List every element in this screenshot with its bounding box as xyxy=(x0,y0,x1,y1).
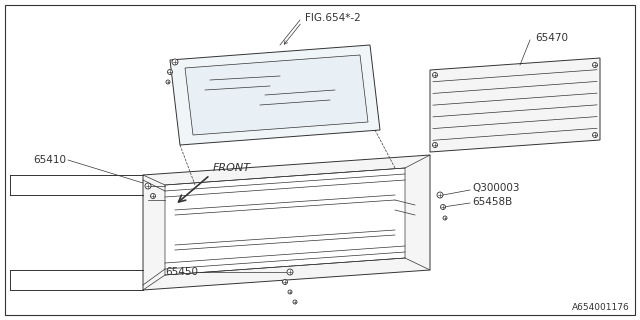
Circle shape xyxy=(433,73,438,77)
Text: A654001176: A654001176 xyxy=(572,303,630,312)
Polygon shape xyxy=(430,58,600,152)
Circle shape xyxy=(593,62,598,68)
Circle shape xyxy=(287,269,293,275)
Text: FIG.654*-2: FIG.654*-2 xyxy=(305,13,361,23)
Text: Q300003: Q300003 xyxy=(472,183,520,193)
Circle shape xyxy=(145,183,151,189)
Polygon shape xyxy=(185,55,368,135)
Circle shape xyxy=(166,80,170,84)
Polygon shape xyxy=(170,45,380,145)
Text: FRONT: FRONT xyxy=(213,163,251,173)
Text: 65450: 65450 xyxy=(165,267,198,277)
Circle shape xyxy=(288,290,292,294)
Circle shape xyxy=(172,59,178,65)
Text: 65410: 65410 xyxy=(33,155,66,165)
Circle shape xyxy=(150,194,156,198)
Circle shape xyxy=(168,69,173,75)
Polygon shape xyxy=(165,168,405,275)
Text: 65470: 65470 xyxy=(535,33,568,43)
Circle shape xyxy=(293,300,297,304)
Circle shape xyxy=(282,279,287,284)
Circle shape xyxy=(433,142,438,148)
Text: 65458B: 65458B xyxy=(472,197,512,207)
Circle shape xyxy=(437,192,443,198)
Circle shape xyxy=(443,216,447,220)
Circle shape xyxy=(440,204,445,210)
Circle shape xyxy=(593,132,598,138)
Polygon shape xyxy=(143,155,430,290)
